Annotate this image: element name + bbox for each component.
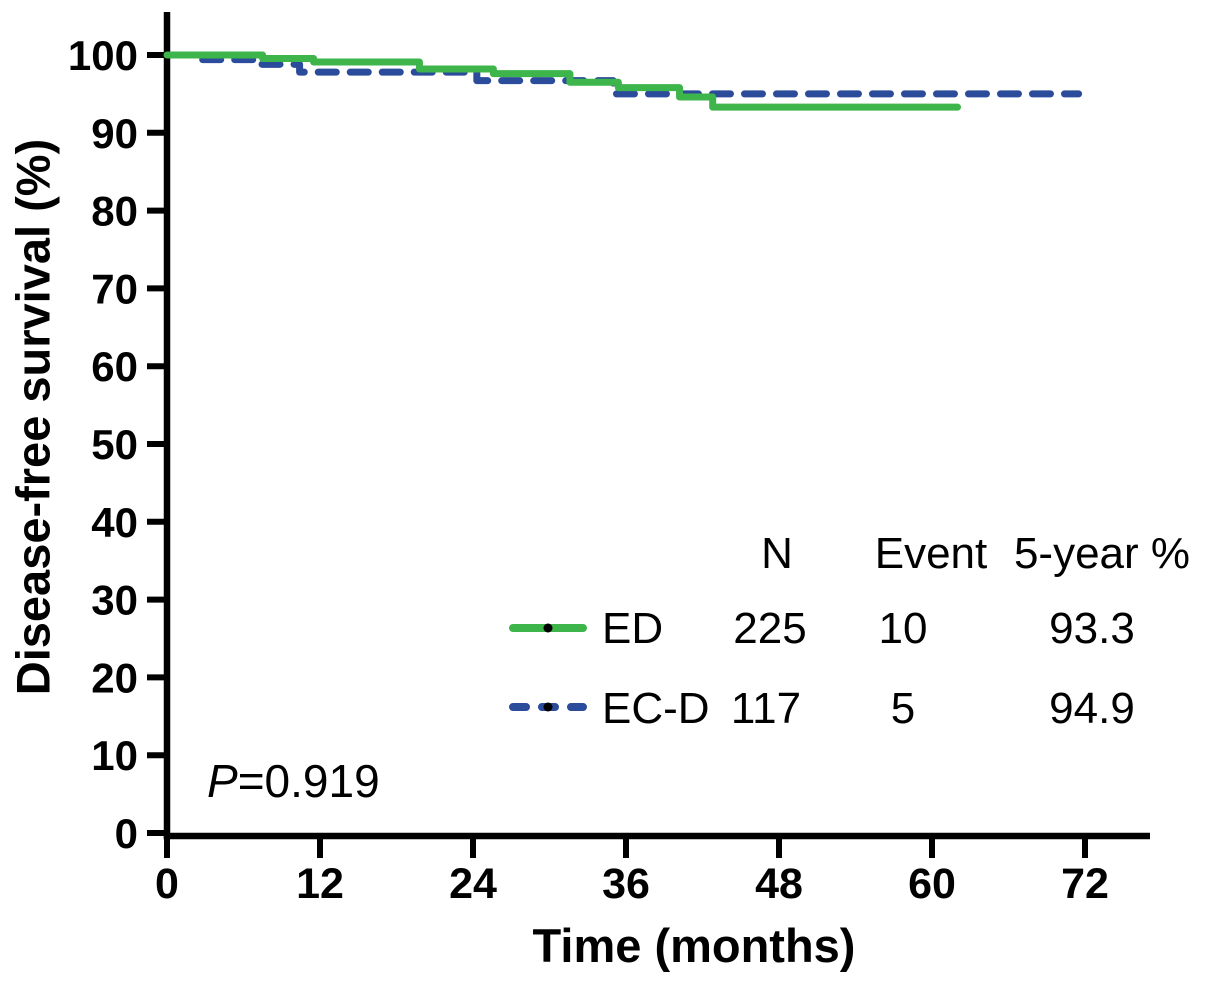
y-tick-label: 100: [68, 32, 138, 79]
p-value-text: =0.919: [237, 755, 380, 807]
y-tick-label: 50: [91, 421, 138, 468]
legend-ed-n: 225: [733, 604, 807, 653]
y-tick-label: 40: [91, 499, 138, 546]
x-tick-label: 48: [755, 860, 803, 908]
p-value-symbol: P: [207, 755, 238, 807]
y-tick-label: 20: [91, 654, 138, 701]
legend-header-event: Event: [874, 529, 988, 578]
y-tick-label: 30: [91, 577, 138, 624]
x-tick-label: 0: [155, 860, 179, 908]
curve-ed: [163, 51, 961, 111]
x-tick-label: 36: [602, 860, 650, 908]
y-tick-label: 90: [91, 110, 138, 157]
y-tick-label: 60: [91, 343, 138, 390]
legend-label-ed: ED: [602, 604, 664, 653]
curve-ec-d: [199, 56, 1083, 98]
x-tick-label: 24: [449, 860, 497, 908]
legend-ecd-event: 5: [890, 684, 916, 733]
legend-ecd-n: 117: [730, 684, 802, 733]
y-tick-label: 0: [115, 810, 138, 857]
x-tick-label: 72: [1061, 860, 1109, 908]
y-axis-title: Disease-free survival (%): [6, 138, 60, 696]
legend-label-ecd: EC-D: [602, 684, 710, 733]
legend-header-n: N: [761, 529, 793, 578]
y-tick-label: 70: [91, 265, 138, 312]
legend-swatch-ed: [509, 623, 587, 633]
x-tick-label: 60: [908, 860, 956, 908]
legend-ed-5year: 93.3: [1049, 604, 1135, 653]
y-tick-label: 10: [91, 732, 138, 779]
ed-marker-dot: [543, 623, 553, 633]
ecd-marker-dot: [543, 702, 553, 712]
legend-swatch-ecd: [509, 702, 587, 712]
x-tick-label: 12: [296, 860, 344, 908]
legend-ecd-5year: 94.9: [1049, 684, 1135, 733]
legend-header-5year: 5-year %: [1013, 529, 1191, 578]
y-tick-label: 80: [91, 188, 138, 235]
x-axis-title: Time (months): [532, 919, 856, 972]
p-value-annotation: P=0.919: [207, 754, 380, 808]
legend-ed-event: 10: [878, 604, 928, 653]
